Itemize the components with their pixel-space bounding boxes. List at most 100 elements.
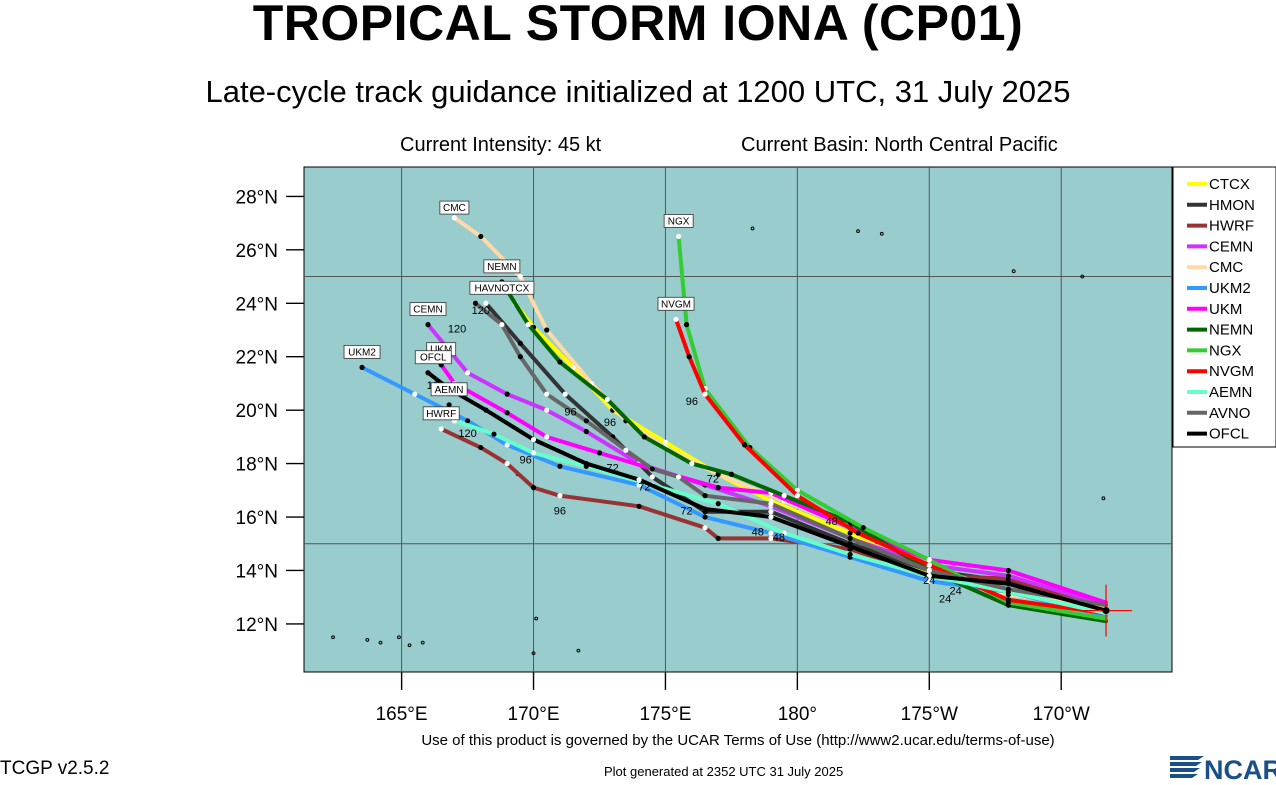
track-point [794,493,800,499]
track-point [504,442,510,448]
track-point [689,460,695,467]
current-intensity-label: Current Intensity: 45 kt [400,134,602,156]
track-point [583,460,589,467]
track-point [926,578,932,584]
forecast-hour-label: 24 [939,594,951,606]
track-point [412,391,418,397]
track-point [741,442,748,448]
track-point [686,354,692,360]
legend-item-cemn: CEMN [1187,238,1253,255]
track-point [525,322,531,328]
track-point [478,444,484,451]
lon-tick-label: 170°W [1033,704,1090,725]
label-text: UKM [430,345,452,356]
legend-label: NVGM [1209,363,1254,380]
label-text: UKM2 [348,347,376,358]
track-point [446,402,452,408]
track-point [847,551,853,558]
island-mark [1101,496,1106,501]
island-mark [397,635,401,640]
track-point [517,273,523,280]
label-text: HAVNOTCX [474,283,529,294]
label-text: NGX [668,216,690,227]
storm-center-dot [1102,607,1110,615]
track-point [483,407,489,413]
track-point [702,493,708,499]
track-point [702,391,708,397]
track-end-label: HWRF [422,406,460,421]
island-mark [576,648,581,653]
lon-tick-label: 180° [778,704,817,725]
track-point [464,418,471,424]
label-box [343,344,381,359]
track-line [473,301,1108,608]
track-point [464,370,471,376]
track-point [1005,573,1012,579]
legend-label: UKM2 [1209,280,1251,297]
forecast-hour-label: 24 [950,586,962,598]
track-point [583,418,589,424]
island-mark [365,638,370,642]
track-line [439,362,1108,605]
forecast-hour-label: 48 [752,527,764,539]
label-box [469,280,535,295]
chart-subtitle: Late-cycle track guidance initialized at… [205,74,1071,109]
ncar-logo-icon: NCAR [1170,755,1276,785]
track-point [768,509,774,515]
lat-tick-label: 20°N [236,401,278,422]
lat-tick-label: 12°N [236,615,278,636]
track-point [557,463,563,469]
legend-item-ukm2: UKM2 [1187,280,1251,297]
lat-tick-label: 24°N [236,294,278,315]
track-point [491,431,497,437]
current-basin-label: Current Basin: North Central Pacific [741,134,1058,156]
track-point [530,436,537,443]
lat-tick-label: 18°N [236,455,278,476]
track-point [544,391,550,397]
track-end-label: NEMN [483,259,521,274]
island-mark [331,635,335,640]
legend-item-hwrf: HWRF [1187,218,1254,235]
track-ofcl [425,370,1108,613]
forecast-hour-label: 24 [923,575,935,587]
track-point [517,340,523,346]
legend-label: NEMN [1209,322,1253,339]
legend-item-cmc: CMC [1187,259,1243,276]
legend-label: OFCL [1209,426,1249,443]
version-label: TCGP v2.5.2 [0,758,110,779]
track-point [860,525,866,531]
legend-item-nvgm: NVGM [1187,363,1254,380]
lat-tick-label: 28°N [236,187,278,208]
forecast-hour-label: 120 [458,428,476,440]
lat-tick-label: 22°N [236,348,278,369]
forecast-hour-label: 72 [607,463,619,475]
track-point [499,322,505,328]
label-text: HWRF [426,409,456,420]
forecast-hour-label: 96 [604,417,616,429]
track-point [855,530,861,536]
track-point [544,434,550,440]
track-point [768,535,774,542]
track-point [1005,586,1012,592]
track-point [604,396,611,403]
track-point [583,428,589,435]
legend-item-nemn: NEMN [1187,322,1253,339]
track-point [926,573,932,579]
ncar-logo-text: NCAR [1204,755,1276,780]
island-mark [750,226,755,231]
label-box [409,302,447,317]
legend-label: CEMN [1209,238,1253,255]
track-end-label: OFCL [414,350,452,365]
label-box [422,406,460,421]
lon-tick-label: 165°E [376,704,428,725]
island-mark [534,616,539,621]
legend-label: HMON [1209,197,1255,214]
track-point [425,370,431,376]
legend-label: CTCX [1209,176,1250,193]
legend-item-avno: AVNO [1187,405,1250,422]
track-point [451,215,457,221]
track-point [702,525,708,531]
island-mark [856,229,860,234]
legend-label: AEMN [1209,384,1252,401]
legend-label: AVNO [1209,405,1250,422]
